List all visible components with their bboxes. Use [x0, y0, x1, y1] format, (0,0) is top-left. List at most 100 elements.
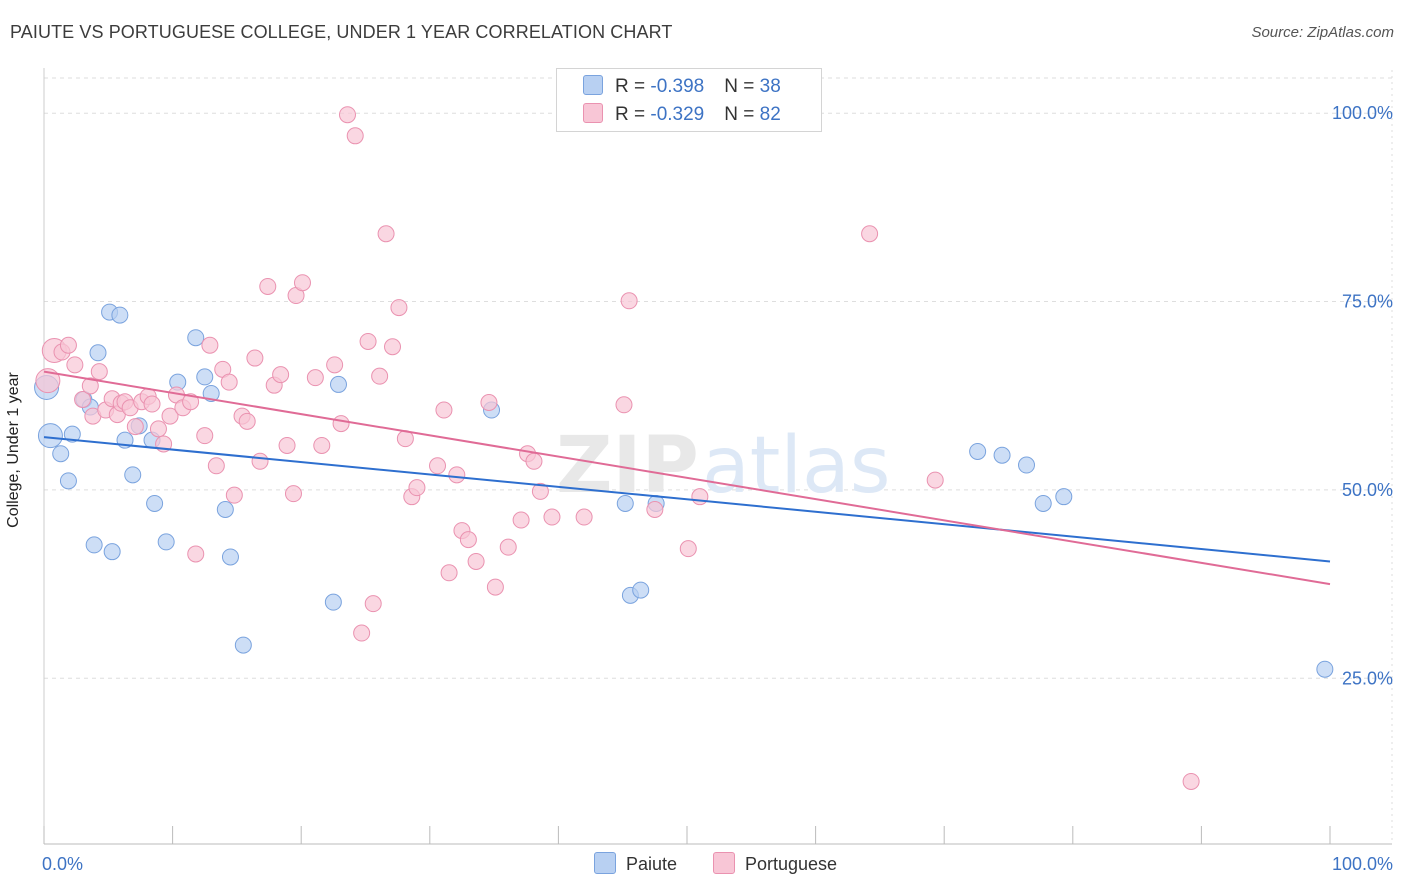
data-point	[691, 488, 709, 506]
data-point	[246, 349, 264, 367]
data-point	[284, 485, 302, 503]
chart-source: Source: ZipAtlas.com	[1251, 24, 1394, 41]
paiute-r-value: -0.398	[650, 76, 705, 97]
y-axis-label: College, Under 1 year	[5, 372, 22, 528]
legend-row-portuguese: R = -0.329 N = 82	[583, 103, 781, 127]
data-point	[221, 548, 239, 566]
data-point	[480, 394, 498, 412]
data-point	[1034, 494, 1052, 512]
portuguese-swatch	[583, 103, 603, 123]
data-point	[377, 225, 395, 243]
data-point	[143, 395, 161, 413]
data-point	[512, 511, 530, 529]
y-tick-label: 50.0%	[1342, 480, 1393, 500]
data-point	[615, 396, 633, 414]
data-point	[37, 423, 63, 449]
x-tick-label: 100.0%	[1332, 854, 1393, 874]
data-point	[234, 636, 252, 654]
data-point	[161, 407, 179, 425]
data-point	[81, 377, 99, 395]
data-point	[1055, 488, 1073, 506]
data-point	[338, 106, 356, 124]
data-point	[157, 533, 175, 551]
data-point	[332, 415, 350, 433]
portuguese-trend-line	[43, 370, 1331, 586]
data-point	[59, 472, 77, 490]
data-point	[1316, 660, 1334, 678]
data-point	[326, 356, 344, 374]
data-point	[146, 494, 164, 512]
y-tick-label: 25.0%	[1342, 668, 1393, 688]
data-point	[486, 578, 504, 596]
data-point	[364, 595, 382, 613]
data-point	[216, 500, 234, 518]
data-point	[149, 420, 167, 438]
data-point	[66, 356, 84, 374]
bottom-portuguese-label: Portuguese	[745, 854, 838, 874]
data-point	[390, 299, 408, 317]
data-point	[543, 508, 561, 526]
data-point	[646, 500, 664, 518]
data-point	[124, 466, 142, 484]
data-point	[182, 393, 200, 411]
data-point	[531, 482, 549, 500]
data-point	[575, 508, 593, 526]
data-point	[207, 457, 225, 475]
watermark-atlas: atlas	[702, 421, 891, 511]
data-point	[251, 452, 269, 470]
bottom-paiute-label: Paiute	[626, 854, 678, 874]
data-point	[969, 442, 987, 460]
data-point	[435, 401, 453, 419]
data-point	[220, 373, 238, 391]
data-point	[111, 306, 129, 324]
data-point	[346, 127, 364, 145]
data-point	[89, 344, 107, 362]
tick-labels: 100.0% 75.0% 50.0% 25.0% 0.0% 100.0%	[42, 103, 1393, 874]
portuguese-n-label: N =	[724, 104, 760, 125]
x-tick-label: 0.0%	[42, 854, 83, 874]
portuguese-n-value: 82	[759, 104, 781, 125]
data-point	[90, 363, 108, 381]
data-point	[35, 368, 61, 394]
data-point	[616, 494, 634, 512]
data-point	[259, 277, 277, 295]
data-point	[196, 368, 214, 386]
data-point	[679, 540, 697, 558]
data-point	[440, 564, 458, 582]
correlation-legend: R = -0.398 N = 38 R = -0.329 N = 82	[556, 68, 822, 132]
y-tick-label: 100.0%	[1332, 103, 1393, 123]
data-point	[74, 390, 92, 408]
data-point	[499, 538, 517, 556]
data-point	[187, 545, 205, 563]
trend-lines	[43, 370, 1331, 586]
data-point	[384, 338, 402, 356]
data-point	[329, 375, 347, 393]
data-point	[293, 274, 311, 292]
data-point	[272, 366, 290, 384]
data-point	[459, 531, 477, 549]
data-point	[225, 486, 243, 504]
paiute-swatch	[583, 75, 603, 95]
data-point	[1018, 456, 1036, 474]
portuguese-r-label: R =	[615, 104, 651, 125]
data-point	[278, 436, 296, 454]
watermark: ZIP atlas	[556, 421, 891, 511]
data-point	[993, 446, 1011, 464]
paiute-trend-line	[43, 436, 1331, 563]
data-point	[126, 418, 144, 436]
portuguese-r-value: -0.329	[650, 104, 705, 125]
data-point	[353, 624, 371, 642]
paiute-r-label: R =	[615, 76, 651, 97]
data-point	[525, 452, 543, 470]
data-point	[429, 457, 447, 475]
data-point	[63, 425, 81, 443]
data-point	[202, 384, 220, 402]
paiute-n-value: 38	[759, 76, 781, 97]
data-point	[861, 225, 879, 243]
data-point	[359, 332, 377, 350]
data-point	[196, 427, 214, 445]
data-point	[52, 445, 70, 463]
data-point	[59, 336, 77, 354]
data-point	[467, 552, 485, 570]
